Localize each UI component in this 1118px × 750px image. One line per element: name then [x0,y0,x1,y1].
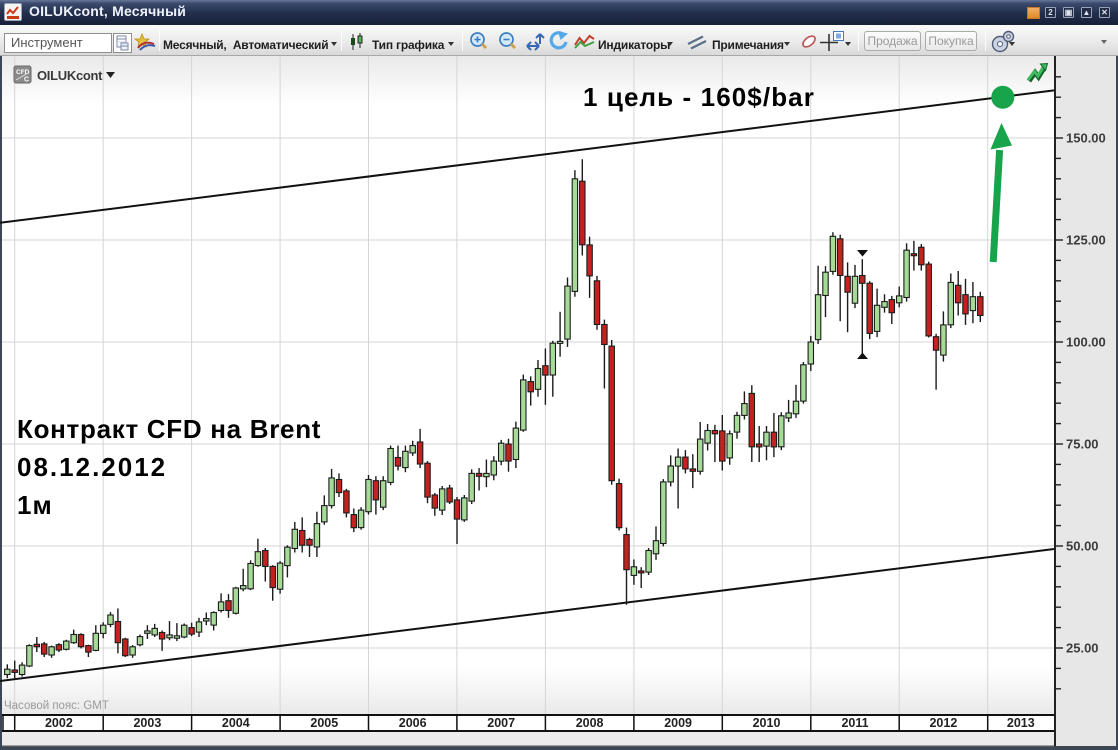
svg-text:2006: 2006 [399,716,427,730]
svg-text:2002: 2002 [45,716,73,730]
svg-text:25.00: 25.00 [1066,641,1099,656]
svg-text:2003: 2003 [133,716,161,730]
svg-text:Часовой пояс: GMT: Часовой пояс: GMT [4,700,109,712]
svg-text:2008: 2008 [576,716,604,730]
svg-text:2007: 2007 [487,716,515,730]
svg-text:125.00: 125.00 [1066,233,1106,248]
svg-text:75.00: 75.00 [1066,437,1099,452]
svg-text:1м: 1м [17,490,53,520]
svg-text:2012: 2012 [929,716,957,730]
svg-text:OILUKcont: OILUKcont [37,68,103,83]
svg-text:C: C [24,77,29,84]
svg-text:2010: 2010 [753,716,781,730]
svg-text:1 цель - 160$/bar: 1 цель - 160$/bar [583,82,815,112]
svg-text:2013: 2013 [1007,716,1035,730]
svg-text:50.00: 50.00 [1066,539,1099,554]
svg-text:2004: 2004 [222,716,250,730]
svg-text:2011: 2011 [841,716,868,730]
svg-text:150.00: 150.00 [1066,131,1106,146]
svg-text:2005: 2005 [310,716,338,730]
svg-text:2009: 2009 [664,716,692,730]
svg-text:08.12.2012: 08.12.2012 [17,452,167,482]
svg-text:CFD: CFD [16,69,30,76]
svg-text:Контракт CFD на Brent: Контракт CFD на Brent [17,414,321,444]
svg-text:100.00: 100.00 [1066,335,1106,350]
